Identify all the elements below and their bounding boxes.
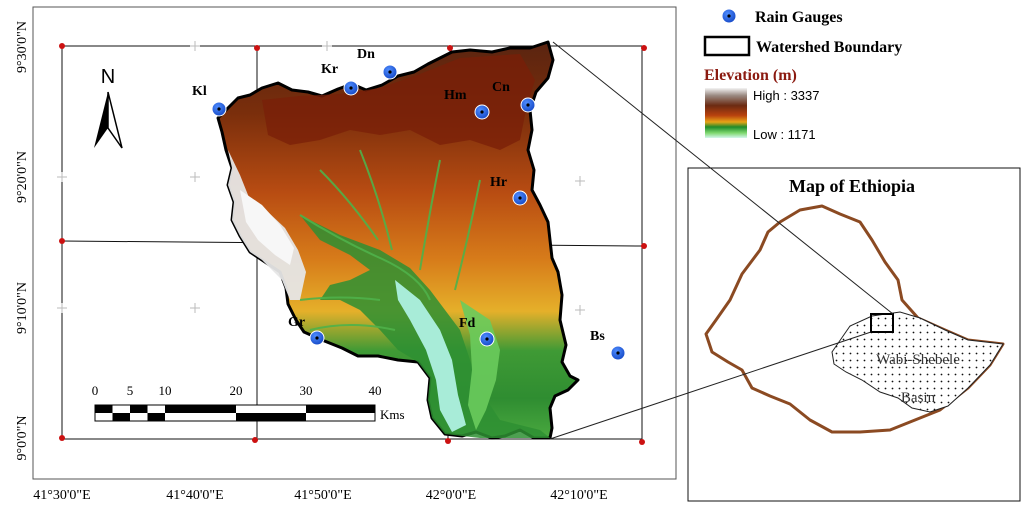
legend-high: High : 3337	[753, 88, 820, 103]
scale-bar: 0 5 10 20 30 40 Kms	[92, 383, 405, 422]
scale-unit: Kms	[380, 407, 405, 422]
elevation-color-ramp	[705, 88, 747, 138]
longitude-labels: 41°30'0"E 41°40'0"E 41°50'0"E 42°0'0"E 4…	[33, 488, 607, 503]
lon-label-42-10: 42°10'0"E	[550, 488, 607, 503]
gauge-label-cn: Cn	[492, 80, 510, 95]
gauge-cn: Cn	[492, 80, 536, 113]
gauge-gr: Gr	[288, 315, 325, 346]
gauge-hr: Hr	[490, 175, 528, 206]
lon-label-41-30: 41°30'0"E	[33, 488, 90, 503]
gauge-label-kl: Kl	[192, 84, 207, 99]
graticule-crosses	[57, 41, 585, 315]
latitude-labels: 9°30'0"N 9°20'0"N 9°10'0"N 9°0'0"N	[15, 21, 30, 460]
gauge-label-kr: Kr	[321, 62, 338, 77]
gauge-label-bs: Bs	[590, 329, 605, 344]
gauge-bs: Bs	[590, 329, 626, 361]
gauge-hm: Hm	[444, 88, 490, 120]
gauge-fd: Fd	[459, 316, 495, 347]
scale-tick-20: 20	[230, 383, 243, 398]
scale-tick-40: 40	[369, 383, 382, 398]
lat-label-9-20: 9°20'0"N	[15, 151, 30, 203]
north-arrow: N	[94, 66, 123, 149]
legend: Rain Gauges Watershed Boundary Elevation…	[703, 8, 902, 142]
gauge-label-fd: Fd	[459, 316, 476, 331]
north-label: N	[101, 66, 115, 88]
inset-title: Map of Ethiopia	[789, 176, 915, 196]
lon-label-41-50: 41°50'0"E	[294, 488, 351, 503]
inset-study-area-box	[870, 313, 894, 333]
lat-label-9-30: 9°30'0"N	[15, 21, 30, 73]
gauge-kr: Kr	[321, 62, 359, 96]
lat-label-9-10: 9°10'0"N	[15, 282, 30, 334]
lat-label-9-00: 9°0'0"N	[15, 416, 30, 461]
gauge-label-gr: Gr	[288, 315, 305, 330]
inset-connector-lines	[549, 41, 894, 440]
basin-label-line1: Wabi-Shebele	[876, 352, 960, 368]
lon-label-41-40: 41°40'0"E	[166, 488, 223, 503]
gauge-label-hr: Hr	[490, 175, 507, 190]
basin-label-line2: Basin	[901, 390, 936, 406]
lon-label-42-00: 42°0'0"E	[426, 488, 476, 503]
scale-tick-0: 0	[92, 383, 99, 398]
gauge-label-hm: Hm	[444, 88, 467, 103]
rain-gauges: Kl Kr Dn Hm Cn Hr Gr Fd	[192, 47, 626, 361]
gauge-label-dn: Dn	[357, 47, 375, 62]
legend-rain-gauges: Rain Gauges	[755, 9, 843, 26]
scale-tick-5: 5	[127, 383, 134, 398]
gauge-kl: Kl	[192, 84, 227, 117]
gauge-dn: Dn	[357, 47, 398, 80]
legend-elevation-title: Elevation (m)	[704, 67, 797, 84]
wabi-shebele-basin	[831, 311, 1004, 413]
legend-watershed-symbol	[703, 35, 751, 57]
scale-tick-30: 30	[300, 383, 313, 398]
legend-low: Low : 1171	[753, 127, 816, 142]
legend-watershed-boundary: Watershed Boundary	[756, 39, 902, 56]
scale-tick-10: 10	[159, 383, 172, 398]
